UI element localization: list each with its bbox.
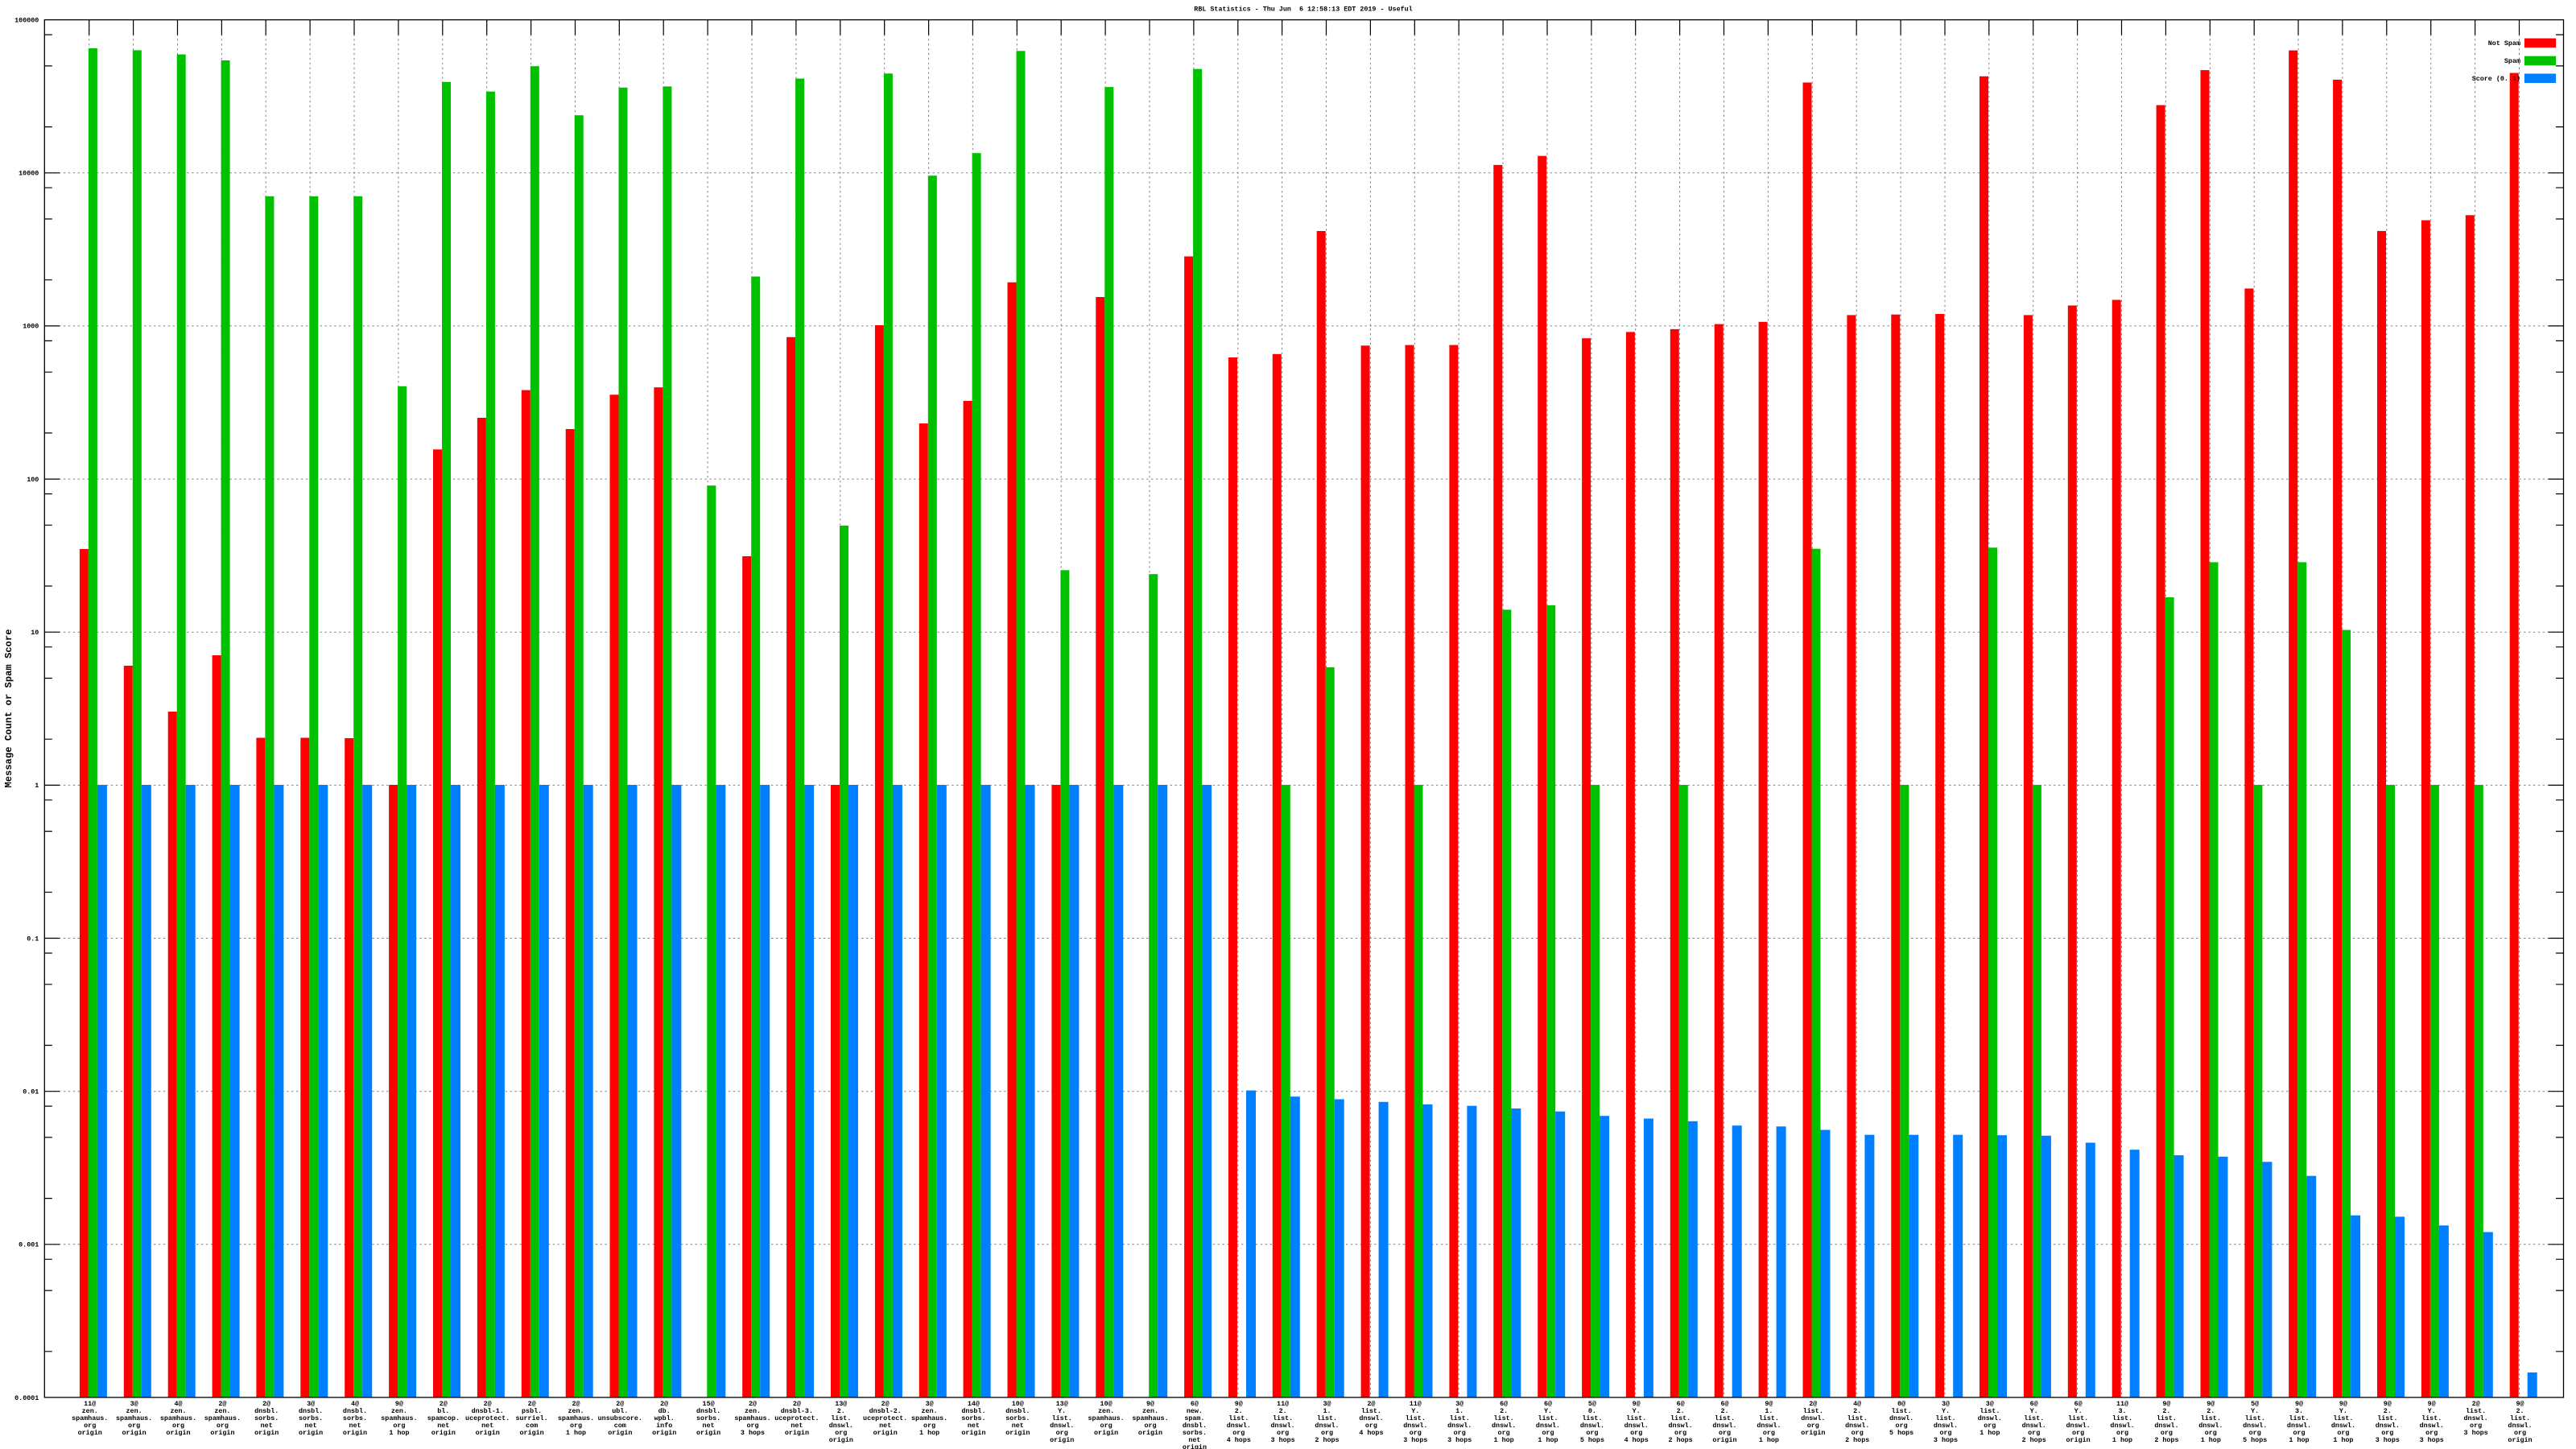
- svg-text:0.001: 0.001: [19, 1241, 39, 1249]
- svg-text:RBL Statistics - Thu Jun 6 12: RBL Statistics - Thu Jun 6 12:58:13 EDT …: [1194, 6, 1412, 14]
- svg-text:10000: 10000: [19, 170, 39, 178]
- svg-text:Not Spam: Not Spam: [2488, 39, 2520, 47]
- svg-text:100000: 100000: [14, 16, 39, 24]
- svg-text:Message Count or Spam Score: Message Count or Spam Score: [3, 629, 14, 787]
- svg-text:Spam: Spam: [2504, 57, 2520, 65]
- svg-text:0.0001: 0.0001: [14, 1394, 39, 1402]
- svg-text:Score (0..1): Score (0..1): [2472, 75, 2520, 83]
- svg-text:10: 10: [31, 629, 39, 637]
- svg-text:0.1: 0.1: [27, 935, 39, 943]
- svg-text:1000: 1000: [23, 323, 39, 331]
- svg-text:1: 1: [35, 782, 39, 790]
- svg-text:100: 100: [27, 476, 39, 484]
- svg-text:0.01: 0.01: [23, 1088, 39, 1096]
